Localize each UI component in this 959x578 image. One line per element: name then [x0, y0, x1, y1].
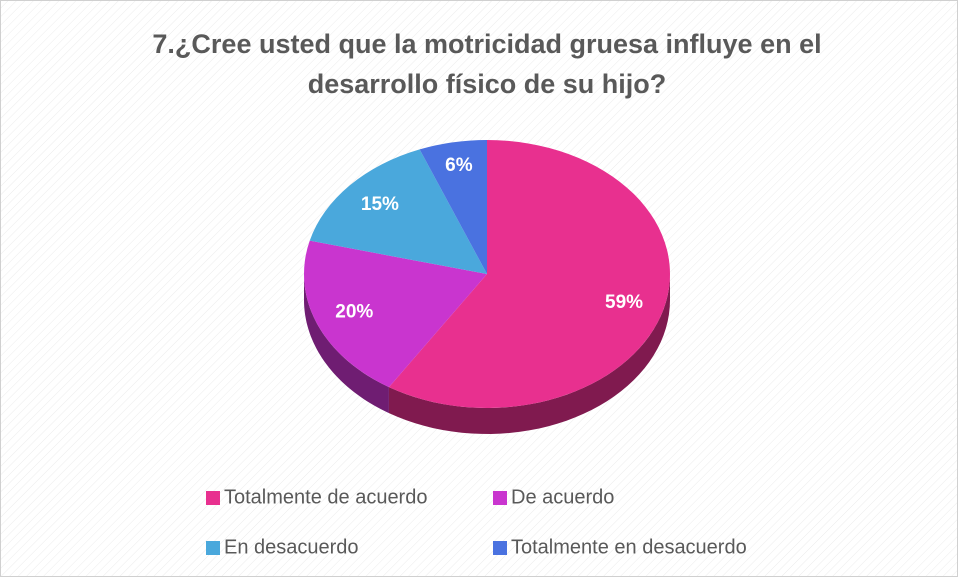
legend-label: En desacuerdo	[224, 536, 359, 558]
chart-title: 7.¿Cree usted que la motricidad gruesa i…	[152, 29, 822, 99]
pie-slice	[303, 240, 487, 388]
pie-slice	[388, 140, 670, 408]
legend-swatch	[493, 491, 507, 505]
data-label: 15%	[361, 194, 399, 215]
legend-label: De acuerdo	[511, 486, 614, 508]
legend-swatch	[493, 541, 507, 555]
slice-side	[304, 274, 389, 414]
legend-label: Totalmente en desacuerdo	[511, 536, 747, 558]
data-label: 6%	[445, 155, 473, 176]
data-label: 59%	[605, 292, 643, 313]
pie-slice	[419, 140, 487, 274]
legend-swatch	[206, 541, 220, 555]
data-label: 20%	[335, 301, 373, 322]
legend-swatch	[206, 491, 220, 505]
legend-label: Totalmente de acuerdo	[224, 486, 427, 508]
pie-slice	[309, 149, 487, 274]
slice-side	[388, 274, 670, 434]
